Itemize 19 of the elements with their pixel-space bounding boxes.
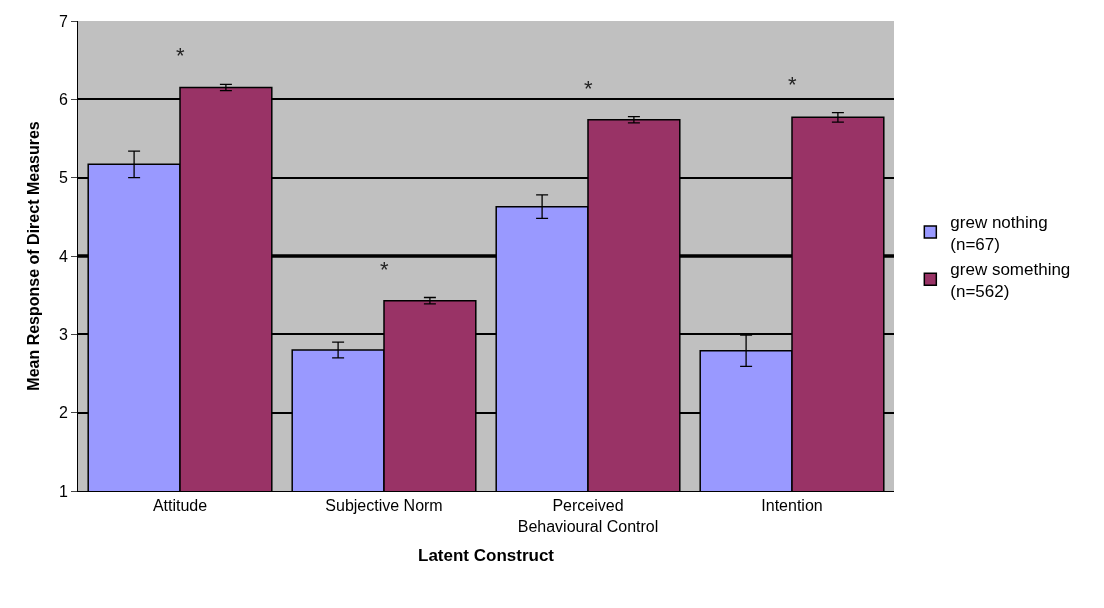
y-tick-label: 3 [58, 325, 68, 343]
legend-label: grew nothing (n=67) [950, 212, 1048, 254]
y-tick-label: 5 [58, 169, 68, 187]
x-tick-label: Perceived Behavioural Control [517, 497, 659, 535]
annotation: * [380, 257, 389, 282]
annotation: * [176, 43, 185, 68]
y-tick-label: 1 [58, 482, 68, 500]
legend-label: grew something (n=562) [950, 259, 1071, 301]
x-tick-label: Subjective Norm [325, 497, 443, 515]
annotation: * [788, 72, 797, 97]
x-tick-label: Attitude [152, 497, 208, 515]
y-tick-label: 2 [58, 404, 68, 422]
x-axis-title: Latent Construct [418, 546, 555, 566]
y-tick-label: 7 [58, 12, 68, 30]
y-tick-label: 6 [58, 90, 68, 108]
y-axis-title: Mean Response of Direct Measures [24, 121, 42, 391]
y-tick-label: 4 [58, 247, 68, 265]
x-tick-label: Intention [761, 497, 823, 515]
annotation: * [584, 76, 593, 101]
